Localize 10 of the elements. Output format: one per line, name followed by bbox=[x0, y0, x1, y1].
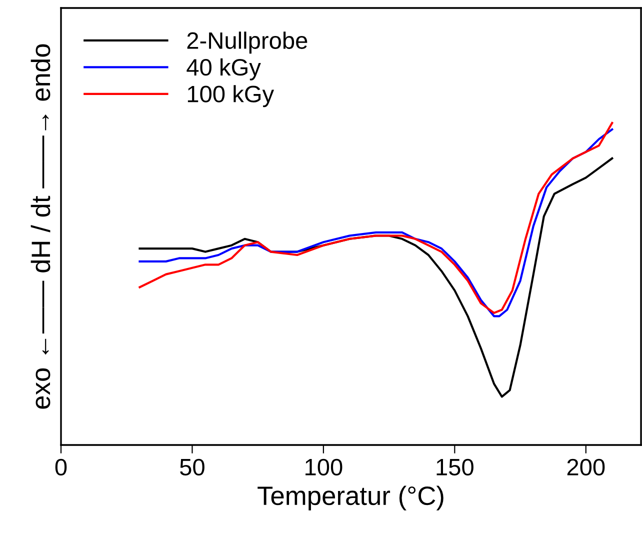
legend-label: 40 kGy bbox=[186, 58, 261, 80]
legend-label: 2-Nullprobe bbox=[187, 32, 308, 54]
x-tick-label: 200 bbox=[567, 458, 605, 476]
x-tick-label: 150 bbox=[436, 458, 474, 476]
x-axis-title: Temperatur (°C) bbox=[258, 486, 444, 510]
x-tick-label: 0 bbox=[55, 458, 67, 476]
x-tick-label: 50 bbox=[180, 458, 204, 476]
x-tick-label: 100 bbox=[306, 458, 342, 476]
legend-label: 100 kGy bbox=[188, 85, 274, 108]
y-axis-title: exo ←—— dH / dt ——→ endo bbox=[30, 44, 50, 409]
